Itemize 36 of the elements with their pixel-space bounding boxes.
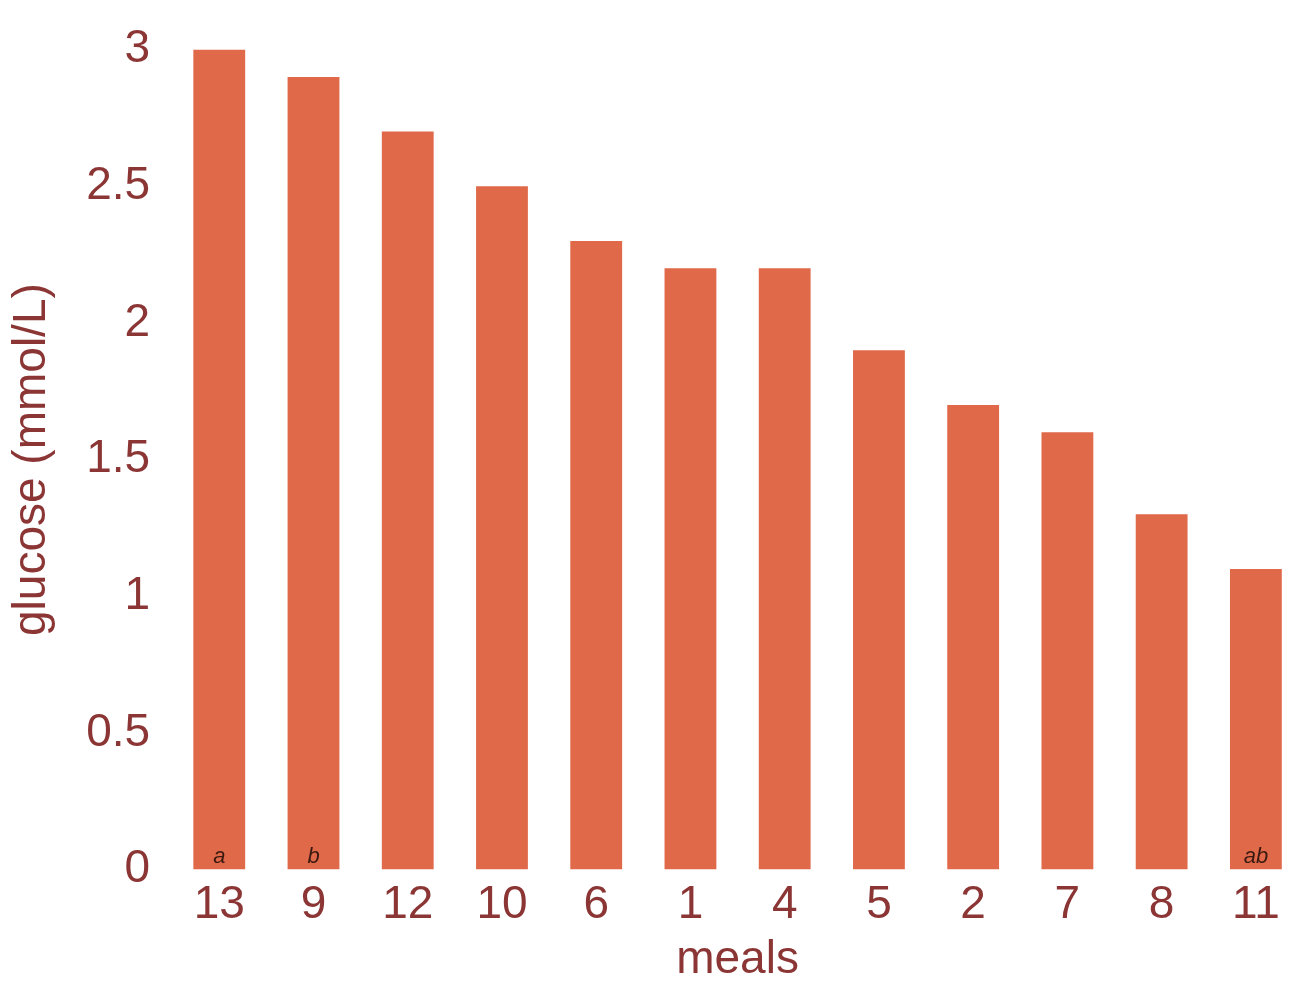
bar	[758, 268, 811, 870]
bar	[1229, 568, 1282, 870]
x-tick-label: 1	[677, 875, 704, 928]
y-axis-title: glucose (mmol/L)	[3, 283, 56, 636]
x-tick-label: 13	[193, 875, 245, 928]
y-tick-label: 0	[124, 840, 151, 893]
bar	[476, 186, 528, 870]
x-tick-label: 12	[382, 875, 434, 928]
y-tick-label: 2	[124, 293, 151, 346]
x-tick-label: 6	[583, 875, 610, 928]
x-tick-label: 7	[1054, 875, 1081, 928]
y-tick-label: 1.5	[86, 430, 151, 483]
y-tick-label: 1	[124, 566, 151, 619]
y-tick-label: 0.5	[86, 703, 151, 756]
bar	[664, 268, 717, 870]
bar	[1041, 432, 1094, 870]
bar	[853, 350, 905, 870]
x-tick-label: 8	[1148, 875, 1175, 928]
bar	[381, 131, 434, 870]
y-tick-label: 2.5	[86, 156, 151, 209]
annotation: ab	[1243, 842, 1269, 868]
bar	[947, 404, 1000, 870]
x-tick-label: 4	[771, 875, 798, 928]
x-axis-title: meals	[676, 931, 799, 984]
bar	[1135, 514, 1188, 870]
y-tick-label: 3	[124, 20, 151, 73]
annotation: b	[307, 842, 320, 868]
x-tick-label: 5	[866, 875, 892, 928]
x-tick-label: 11	[1232, 875, 1280, 928]
bar	[287, 76, 340, 870]
x-tick-label: 2	[960, 875, 986, 928]
bar	[570, 240, 623, 870]
annotation: a	[213, 842, 226, 868]
bar	[193, 49, 246, 870]
x-tick-label: 10	[476, 875, 528, 928]
x-tick-label: 9	[300, 875, 327, 928]
